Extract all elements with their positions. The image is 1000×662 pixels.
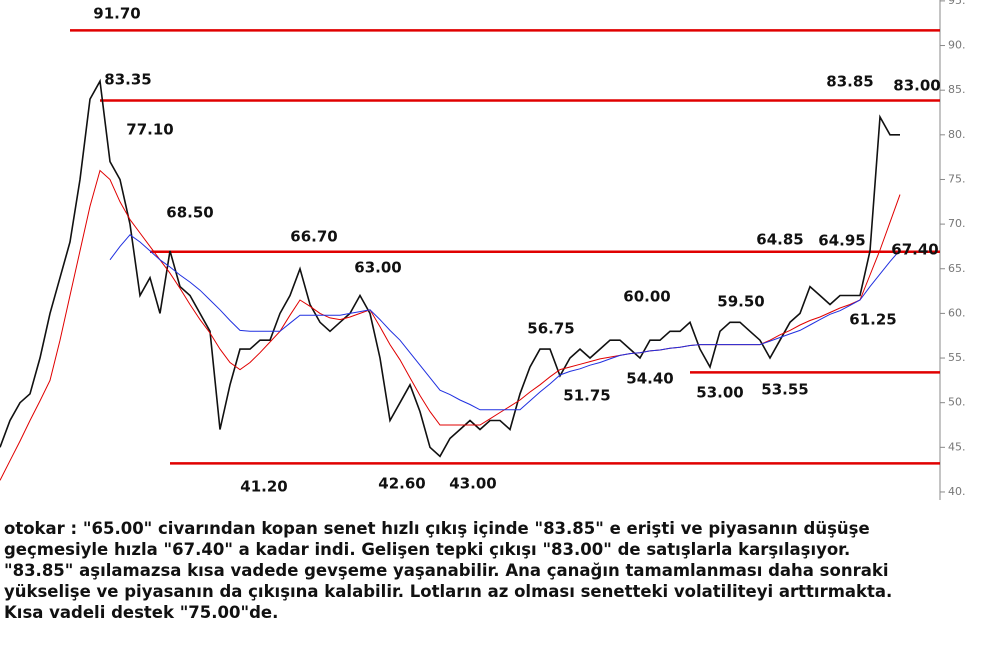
commentary-line: otokar : "65.00" civarından kopan senet … xyxy=(4,519,870,538)
y-tick-label: 95. xyxy=(948,0,966,7)
price-annotation: 53.00 xyxy=(696,384,743,402)
price-annotation: 41.20 xyxy=(240,478,287,496)
y-tick-label: 80. xyxy=(948,128,966,141)
price-annotation: 64.85 xyxy=(756,231,803,249)
y-tick-label: 55. xyxy=(948,351,966,364)
y-tick-label: 50. xyxy=(948,396,966,409)
commentary-line: "83.85" aşılamazsa kısa vadede gevşeme y… xyxy=(4,561,889,580)
price-annotation: 83.35 xyxy=(104,71,151,89)
commentary-line: yükselişe ve piyasanın da çıkışına kalab… xyxy=(4,582,893,601)
price-annotation: 59.50 xyxy=(717,293,764,311)
price-annotation: 83.85 xyxy=(826,73,873,91)
y-tick-label: 85. xyxy=(948,83,966,96)
series-line xyxy=(0,169,901,481)
y-tick-label: 60. xyxy=(948,306,966,319)
price-annotation: 53.55 xyxy=(761,381,808,399)
price-annotation: 60.00 xyxy=(623,288,670,306)
y-tick-label: 70. xyxy=(948,217,966,230)
price-annotation: 61.25 xyxy=(849,311,896,329)
y-tick-label: 45. xyxy=(948,440,966,453)
commentary-line: Kısa vadeli destek "75.00"de. xyxy=(4,603,279,622)
series-line xyxy=(109,234,901,411)
price-annotation: 54.40 xyxy=(626,370,673,388)
y-tick-label: 75. xyxy=(948,172,966,185)
price-annotation: 77.10 xyxy=(126,121,173,139)
chart: 40. 45. 50. 55. 60. 65. 70. 75. 80. 85. 90. 95. 91.7… xyxy=(0,0,966,500)
price-annotation: 68.50 xyxy=(166,204,213,222)
y-tick-label: 40. xyxy=(948,485,966,498)
commentary-line: geçmesiyle hızla "67.40" a kadar indi. G… xyxy=(4,540,851,559)
price-annotation: 91.70 xyxy=(93,5,140,23)
commentary: otokar : "65.00" civarından kopan senet … xyxy=(4,518,996,623)
price-annotation: 56.75 xyxy=(527,320,574,338)
y-tick-label: 65. xyxy=(948,262,966,275)
price-annotation: 64.95 xyxy=(818,232,865,250)
price-annotation: 63.00 xyxy=(354,259,401,277)
price-annotation: 66.70 xyxy=(290,228,337,246)
y-tick-label: 90. xyxy=(948,39,966,52)
price-annotation: 51.75 xyxy=(563,387,610,405)
price-annotation: 83.00 xyxy=(893,77,940,95)
price-annotation: 43.00 xyxy=(449,475,496,493)
price-annotation: 42.60 xyxy=(378,475,425,493)
price-annotation: 67.40 xyxy=(891,241,938,259)
series-line xyxy=(0,78,900,458)
